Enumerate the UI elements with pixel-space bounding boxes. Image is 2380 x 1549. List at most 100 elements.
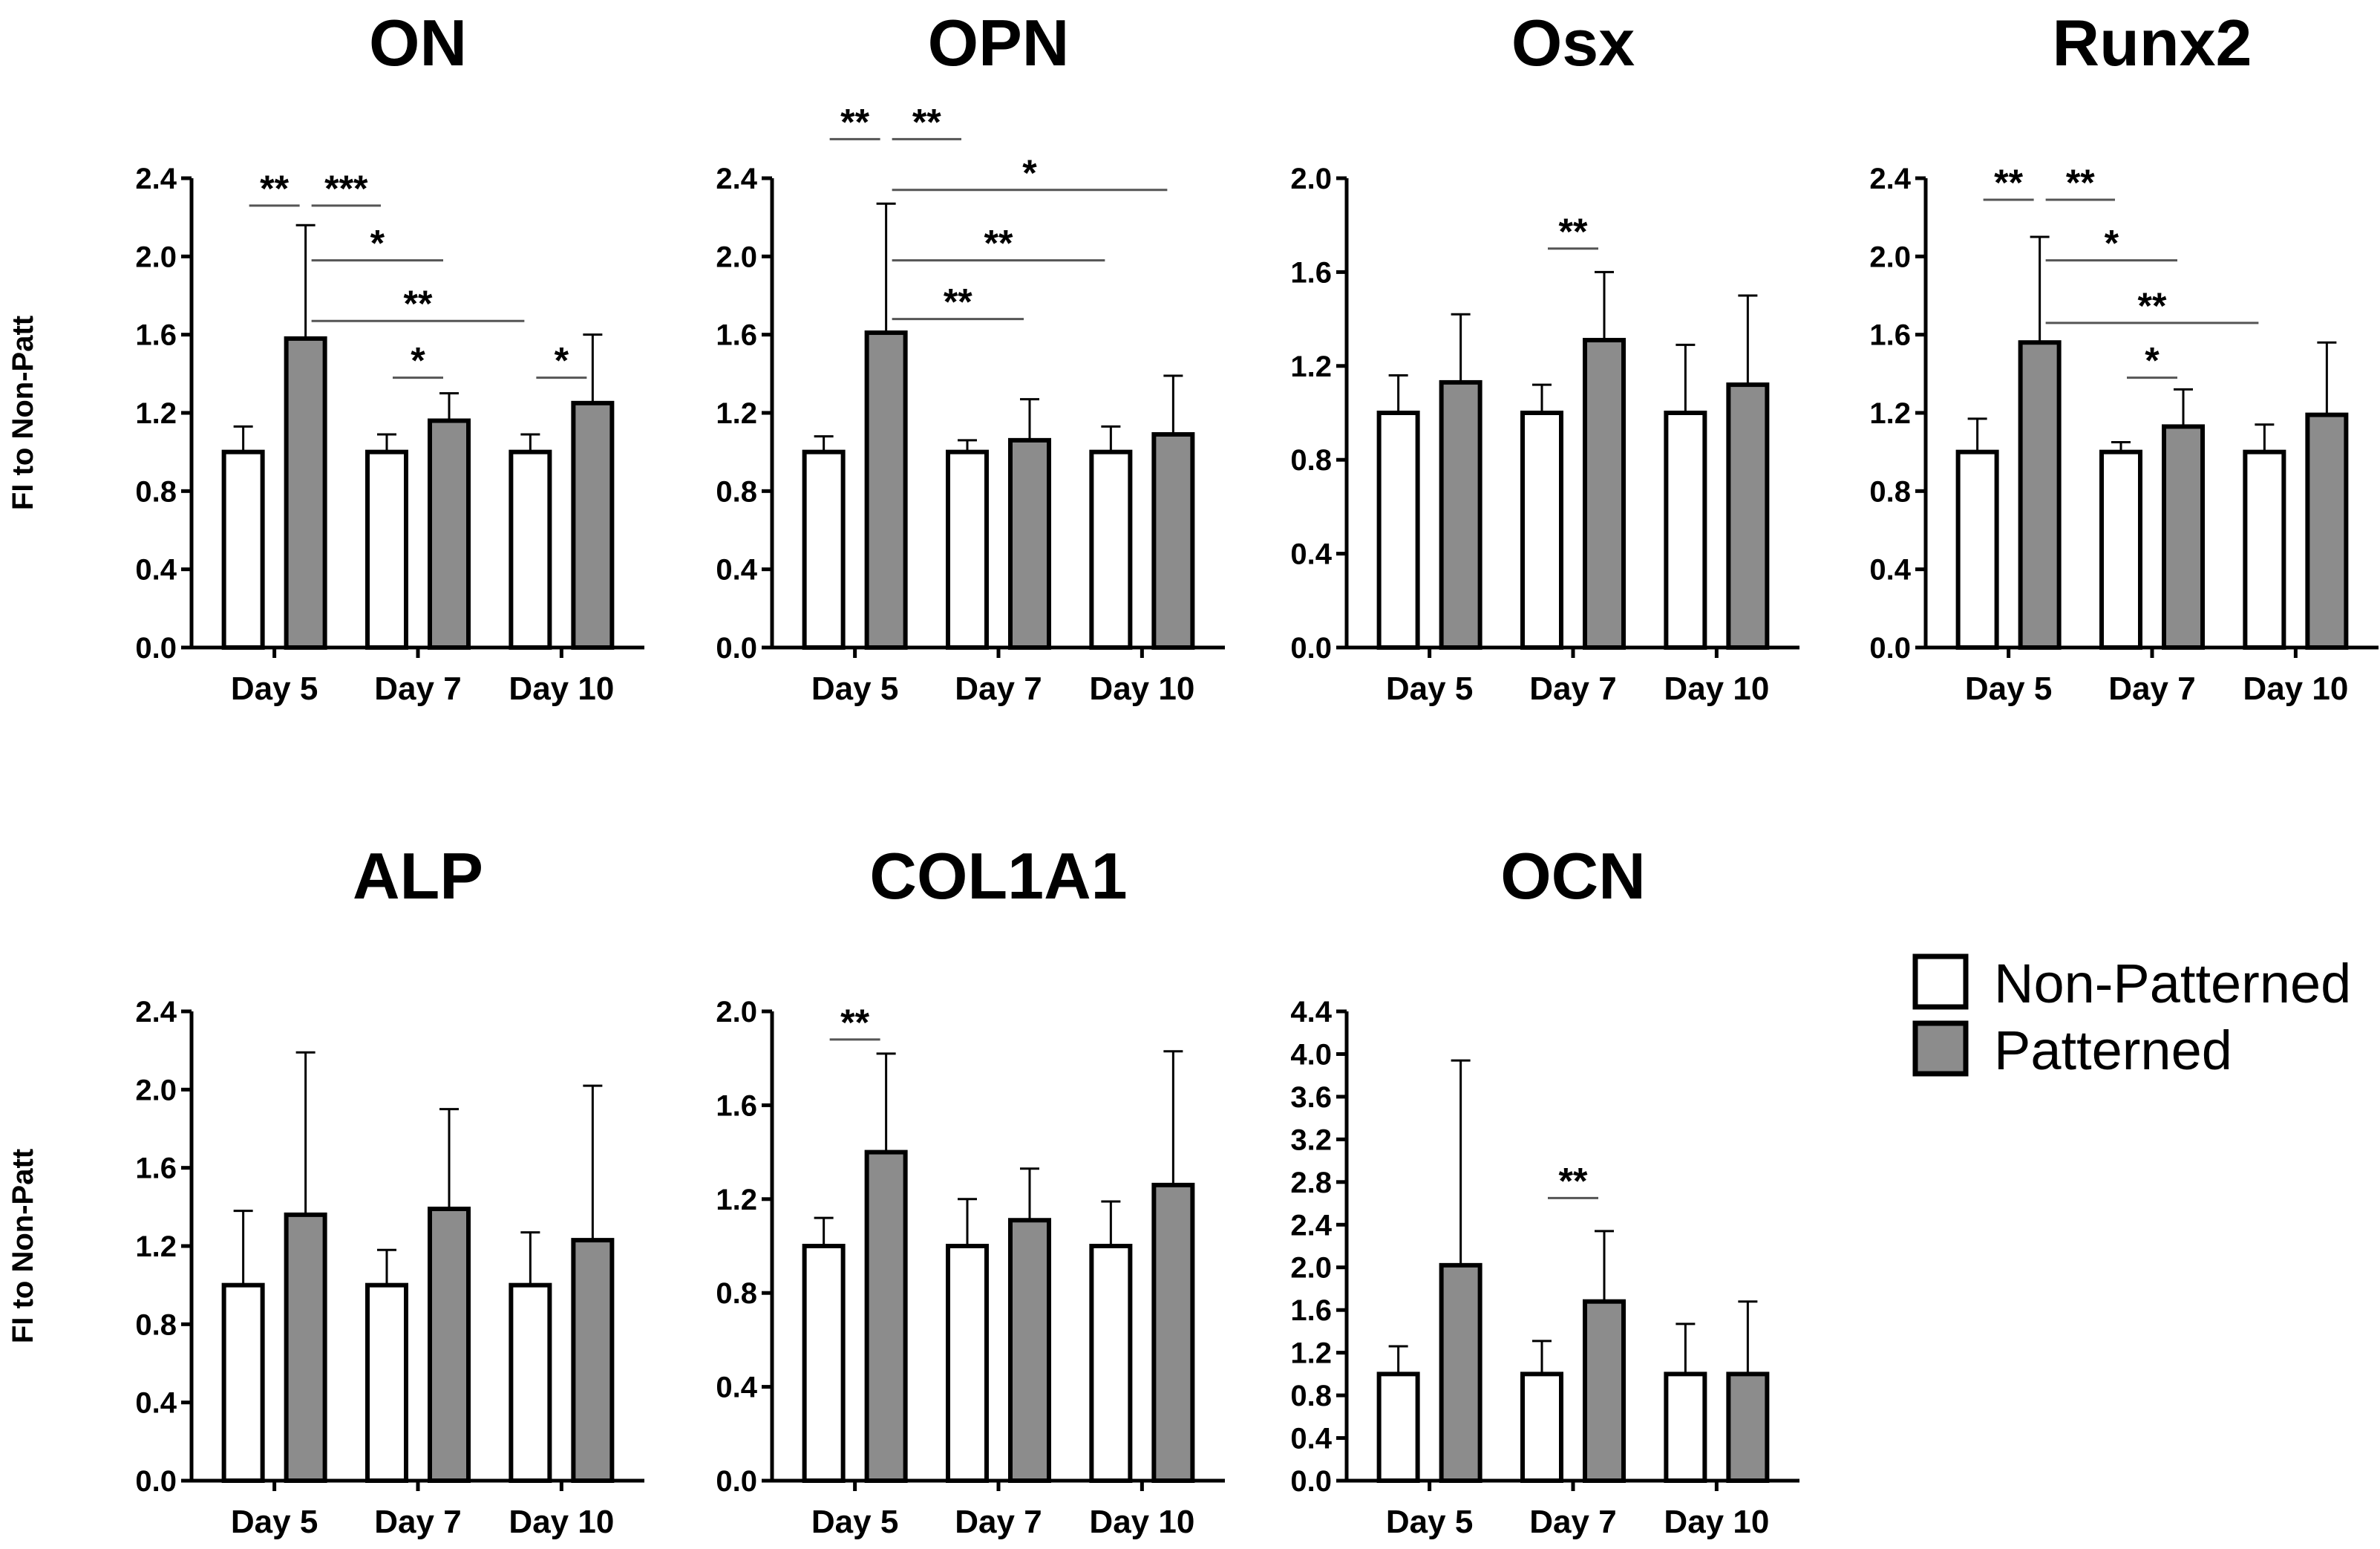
bar-non-patterned-day-7 [946, 1244, 989, 1483]
bar-non-patterned-day-5 [1955, 449, 1999, 650]
y-tick-label: 0.0 [716, 632, 757, 665]
x-tick-label: Day 7 [374, 1504, 461, 1540]
y-tick-label: 0.0 [1869, 632, 1911, 665]
bar-patterned-day-5 [284, 336, 327, 650]
legend-label-patterned: Patterned [1994, 1020, 2232, 1081]
y-tick-label: 0.4 [135, 554, 177, 587]
significance-label: * [555, 340, 569, 382]
significance-label: * [2145, 340, 2160, 382]
significance-label: *** [324, 168, 368, 209]
chart-panel-on: ON 0.0 0.4 0.8 1.2 1.6 2.0 2.4 Day 5 Day 7 Day 10 F… [7, 6, 644, 707]
y-tick-label: 0.4 [716, 554, 757, 587]
legend: Non-Patterned Patterned [1912, 953, 2351, 1081]
bar-patterned-day-7 [2162, 424, 2205, 650]
bar-non-patterned-day-7 [365, 449, 408, 650]
x-tick-label: Day 10 [1664, 1504, 1769, 1540]
chart-title: OCN [1500, 839, 1646, 913]
bar-patterned-day-7 [1583, 338, 1626, 650]
significance-label: ** [1559, 211, 1588, 252]
bar-non-patterned-day-5 [802, 1244, 846, 1483]
legend-swatch-patterned [1912, 1020, 1969, 1077]
y-tick-label: 1.2 [135, 397, 177, 430]
legend-label-non-patterned: Non-Patterned [1994, 953, 2351, 1014]
y-tick-label: 0.8 [135, 1308, 177, 1341]
bar-non-patterned-day-7 [365, 1282, 408, 1483]
x-tick-label: Day 7 [955, 671, 1042, 707]
y-tick-label: 2.0 [1290, 163, 1332, 195]
y-tick-label: 2.4 [1290, 1209, 1332, 1242]
bar-non-patterned-day-10 [509, 449, 552, 650]
bar-non-patterned-day-5 [1376, 1372, 1420, 1484]
x-tick-label: Day 5 [811, 1504, 898, 1540]
x-tick-label: Day 5 [811, 671, 898, 707]
chart-title: COL1A1 [869, 839, 1127, 913]
x-tick-label: Day 7 [374, 671, 461, 707]
bar-patterned-day-7 [428, 1206, 471, 1483]
y-tick-label: 0.4 [1869, 554, 1911, 587]
y-tick-label: 2.0 [716, 241, 757, 273]
significance-label: ** [912, 101, 941, 143]
y-tick-label: 2.0 [1869, 241, 1911, 273]
significance-label: ** [1559, 1160, 1588, 1201]
chart-panel-runx2: Runx2 0.0 0.4 0.8 1.2 1.6 2.0 2.4 Day 5 Day 7 Day … [1869, 6, 2379, 707]
y-tick-label: 1.2 [1290, 1337, 1332, 1370]
y-tick-label: 2.4 [716, 163, 757, 195]
y-tick-label: 0.0 [135, 1465, 177, 1498]
chart-panel-alp: ALP 0.0 0.4 0.8 1.2 1.6 2.0 2.4 Day 5 Day 7 Day 10… [7, 839, 644, 1540]
x-tick-label: Day 10 [1089, 671, 1194, 707]
chart-panel-opn: OPN 0.0 0.4 0.8 1.2 1.6 2.0 2.4 Day 5 Day 7 Day 10… [716, 6, 1225, 707]
significance-label: ** [2138, 285, 2167, 327]
significance-label: ** [260, 168, 289, 209]
chart-panel-ocn: OCN 0.0 0.4 0.8 1.2 1.6 2.0 2.4 2.8 3.2 3.6 4.0 4.4 D… [1290, 839, 1799, 1540]
bar-non-patterned-day-7 [946, 449, 989, 650]
bar-patterned-day-5 [864, 330, 908, 650]
significance-label: ** [404, 283, 433, 325]
x-tick-label: Day 7 [1529, 1504, 1616, 1540]
bar-non-patterned-day-5 [1376, 411, 1420, 650]
y-tick-label: 0.4 [716, 1372, 757, 1404]
y-tick-label: 1.6 [135, 319, 177, 352]
y-tick-label: 1.6 [1290, 1294, 1332, 1327]
bar-non-patterned-day-5 [221, 449, 265, 650]
bar-patterned-day-5 [1439, 1262, 1482, 1483]
y-tick-label: 3.6 [1290, 1081, 1332, 1114]
chart-panel-col1a1: COL1A1 0.0 0.4 0.8 1.2 1.6 2.0 Day 5 Day 7 Day 10… [716, 839, 1225, 1540]
y-tick-label: 0.8 [135, 475, 177, 508]
x-tick-label: Day 10 [509, 1504, 614, 1540]
y-tick-label: 1.6 [1290, 256, 1332, 289]
y-tick-label: 0.0 [135, 632, 177, 665]
y-tick-label: 2.8 [1290, 1167, 1332, 1199]
y-tick-label: 0.8 [1869, 475, 1911, 508]
x-tick-label: Day 7 [1529, 671, 1616, 707]
chart-title: ALP [353, 839, 483, 913]
bar-patterned-day-7 [1583, 1299, 1626, 1484]
bar-non-patterned-day-10 [1664, 1372, 1707, 1484]
y-tick-label: 0.4 [1290, 1423, 1332, 1455]
y-tick-label: 0.4 [135, 1387, 177, 1420]
y-tick-label: 2.0 [716, 996, 757, 1028]
significance-label: ** [840, 1002, 869, 1043]
x-tick-label: Day 10 [509, 671, 614, 707]
bar-non-patterned-day-5 [802, 449, 846, 650]
y-tick-label: 2.0 [135, 241, 177, 273]
y-tick-label: 0.4 [1290, 538, 1332, 571]
chart-title: ON [369, 6, 467, 79]
y-tick-label: 1.2 [716, 1184, 757, 1216]
significance-label: ** [944, 281, 972, 323]
y-tick-label: 1.6 [135, 1152, 177, 1185]
y-tick-label: 0.8 [1290, 444, 1332, 477]
bar-non-patterned-day-10 [2243, 449, 2286, 650]
y-axis-label: FI to Non-Patt [7, 1149, 39, 1343]
significance-label: ** [2066, 162, 2095, 203]
bar-patterned-day-7 [1008, 1218, 1051, 1483]
y-tick-label: 0.0 [1290, 1465, 1332, 1498]
bar-patterned-day-10 [1726, 1372, 1770, 1484]
x-tick-label: Day 10 [1664, 671, 1769, 707]
bar-patterned-day-10 [571, 400, 615, 650]
bar-non-patterned-day-10 [1664, 411, 1707, 650]
bar-non-patterned-day-10 [1089, 1244, 1133, 1483]
x-tick-label: Day 7 [955, 1504, 1042, 1540]
y-tick-label: 4.4 [1290, 996, 1332, 1028]
bar-non-patterned-day-5 [221, 1282, 265, 1483]
